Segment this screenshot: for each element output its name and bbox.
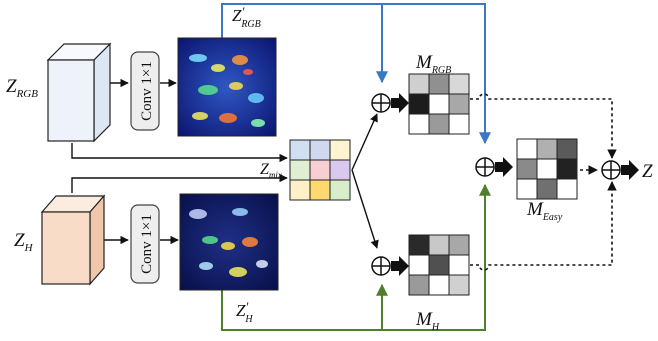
- conv-bottom: Conv 1×1: [130, 204, 160, 284]
- grid-cell: [408, 234, 430, 256]
- grid-cell: [289, 159, 311, 181]
- heat-spot: [198, 85, 218, 95]
- grid-cell: [448, 274, 470, 296]
- heat-spot: [221, 242, 235, 250]
- grid-cell: [289, 139, 311, 161]
- grid-cell: [329, 159, 351, 181]
- grid-cell: [536, 138, 558, 160]
- grid-cell: [448, 234, 470, 256]
- conv-top: Conv 1×1: [130, 51, 160, 131]
- z-rgb-prime-label: Z′ RGB: [232, 4, 261, 30]
- heat-spot: [189, 209, 207, 219]
- m-easy-label: MEasy: [526, 199, 563, 223]
- h-feature-cube: [40, 194, 106, 286]
- dotted-connectors: [470, 93, 617, 271]
- grid-cell: [536, 158, 558, 180]
- output-z-label: Z: [642, 161, 653, 182]
- grid-cell: [408, 274, 430, 296]
- grid-cell: [309, 179, 331, 201]
- heat-spot: [192, 112, 208, 120]
- grid-cell: [428, 93, 450, 115]
- grid-cell: [428, 274, 450, 296]
- z-mix-label: Zmix: [260, 161, 282, 180]
- sum-node-final: [601, 160, 621, 180]
- z-mix-grid: [289, 139, 351, 201]
- z-rgb-label: ZRGB: [6, 76, 38, 100]
- m-h-grid: [408, 234, 470, 296]
- m-easy-grid: [516, 138, 578, 200]
- heat-spot: [199, 262, 213, 270]
- grid-cell: [329, 179, 351, 201]
- heat-spot: [251, 119, 265, 127]
- conv-top-label: Conv 1×1: [139, 61, 155, 121]
- heat-spot: [248, 93, 264, 103]
- heat-spot: [229, 82, 243, 90]
- grid-cell: [448, 254, 470, 276]
- heat-spot: [202, 236, 218, 244]
- heat-spot: [229, 267, 247, 277]
- grid-cell: [448, 73, 470, 95]
- grid-cell: [556, 178, 578, 200]
- z-h-prime-label: Z′ H: [236, 299, 253, 325]
- h-heatmap: [179, 193, 279, 291]
- heat-spot: [232, 208, 248, 216]
- heat-spot: [211, 64, 225, 72]
- z-h-label: ZH: [14, 230, 34, 254]
- heat-spot: [189, 54, 207, 62]
- green-path: [221, 183, 491, 331]
- grid-cell: [428, 234, 450, 256]
- m-rgb-grid: [408, 73, 470, 135]
- grid-cell: [289, 179, 311, 201]
- heat-spot: [243, 69, 253, 75]
- grid-cell: [516, 158, 538, 180]
- heat-spot: [219, 113, 237, 123]
- sum-node-bottom: [371, 256, 391, 276]
- sum-node-top: [371, 93, 391, 113]
- heat-spot: [256, 260, 268, 268]
- heat-spot: [232, 55, 248, 65]
- grid-cell: [408, 113, 430, 135]
- blue-path: [221, 3, 491, 145]
- heat-spot: [242, 237, 258, 247]
- grid-cell: [309, 139, 331, 161]
- grid-cell: [448, 113, 470, 135]
- block-arrows: [391, 93, 639, 276]
- m-rgb-label: MRGB: [415, 52, 451, 76]
- grid-cell: [408, 93, 430, 115]
- grid-cell: [408, 254, 430, 276]
- grid-cell: [408, 73, 430, 95]
- grid-cell: [516, 138, 538, 160]
- grid-cell: [536, 178, 558, 200]
- grid-cell: [329, 139, 351, 161]
- conv-bottom-label: Conv 1×1: [139, 214, 155, 274]
- grid-cell: [309, 159, 331, 181]
- sum-node-middle: [475, 157, 495, 177]
- connectors: [71, 78, 379, 249]
- grid-cell: [556, 138, 578, 160]
- m-h-label: MH: [415, 309, 440, 333]
- grid-cell: [428, 73, 450, 95]
- rgb-heatmap: [177, 37, 277, 137]
- grid-cell: [556, 158, 578, 180]
- rgb-feature-cube: [46, 42, 112, 143]
- grid-cell: [428, 113, 450, 135]
- grid-cell: [448, 93, 470, 115]
- grid-cell: [516, 178, 538, 200]
- grid-cell: [428, 254, 450, 276]
